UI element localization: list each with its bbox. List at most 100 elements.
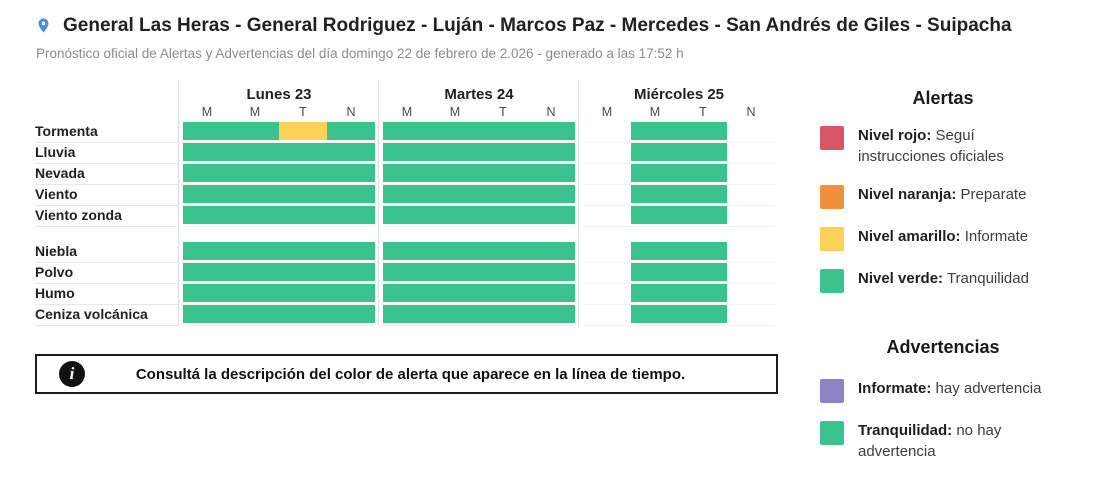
alert-cell-green (679, 206, 727, 224)
alert-cell-green (431, 242, 479, 260)
group-spacer (583, 227, 775, 242)
page-subtitle: Pronóstico oficial de Alertas y Adverten… (36, 46, 684, 61)
alert-cell-empty (727, 143, 775, 161)
alert-cell-green (231, 143, 279, 161)
alert-cell-yellow (279, 122, 327, 140)
info-box: i Consultá la descripción del color de a… (35, 354, 778, 394)
green-warning-swatch (820, 421, 844, 445)
alert-cell-green (383, 242, 431, 260)
forecast-row (583, 143, 775, 164)
alert-cell-green (231, 242, 279, 260)
alert-cell-green (231, 122, 279, 140)
alert-cell-green (527, 242, 575, 260)
info-icon: i (59, 361, 85, 387)
period-label: M (401, 105, 413, 119)
alert-cell-green (679, 122, 727, 140)
alert-cell-green (631, 143, 679, 161)
alert-cell-green (279, 143, 327, 161)
forecast-row (583, 122, 775, 143)
period-label: M (601, 105, 613, 119)
row-label: Tormenta (35, 122, 178, 143)
alert-cell-green (279, 164, 327, 182)
row-label: Polvo (35, 263, 178, 284)
alert-cell-green (431, 143, 479, 161)
alert-cell-green (431, 206, 479, 224)
forecast-row (183, 263, 375, 284)
alert-cell-green (383, 164, 431, 182)
day-title: Miércoles 25 (633, 86, 725, 103)
legend-item-name: Nivel rojo: (858, 127, 932, 144)
alert-cell-green (679, 284, 727, 302)
alert-cell-empty (727, 164, 775, 182)
day-block: Miércoles 25 M M T N (578, 83, 778, 326)
alert-cell-green (383, 305, 431, 323)
forecast-row (183, 206, 375, 227)
alert-cell-green (383, 284, 431, 302)
alerts-legend-title: Alertas (912, 88, 974, 108)
forecast-row (383, 122, 575, 143)
alert-cell-green (679, 164, 727, 182)
row-label: Lluvia (35, 143, 178, 164)
orange-level-swatch (820, 185, 844, 209)
forecast-row (583, 305, 775, 326)
day-title: Martes 24 (444, 86, 514, 103)
legend-item-desc: Informate (960, 228, 1029, 245)
legend-item-name: Informate: (858, 380, 932, 397)
legend-item-desc: Seguí instrucciones oficiales (858, 127, 1004, 165)
alert-cell-green (231, 263, 279, 281)
row-label: Viento (35, 185, 178, 206)
timeline-label-column: Tormenta Lluvia Nevada Viento Viento zonda Ni… (35, 83, 178, 326)
forecast-row (183, 284, 375, 305)
alert-cell-empty (727, 263, 775, 281)
period-label: N (346, 105, 356, 119)
forecast-row (183, 242, 375, 263)
period-label: M (649, 105, 661, 119)
alert-cell-green (431, 305, 479, 323)
alert-cell-green (327, 122, 375, 140)
alert-cell-green (527, 164, 575, 182)
alert-cell-green (231, 206, 279, 224)
forecast-row (383, 263, 575, 284)
legend-item-desc: hay advertencia (931, 380, 1042, 397)
timeline-day-columns: Lunes 23 M M T N Martes 24 M M T N Miércoles 25 M M T… (178, 83, 778, 326)
alert-cell-green (383, 263, 431, 281)
legend-item-nivel-naranja: Nivel naranja: Preparate (820, 184, 1066, 209)
row-label: Humo (35, 284, 178, 305)
alert-cell-green (631, 122, 679, 140)
group-spacer (183, 227, 375, 242)
legend-item-name: Nivel verde: (858, 270, 944, 287)
alert-cell-green (183, 305, 231, 323)
row-label: Viento zonda (35, 206, 178, 227)
alert-cell-green (479, 242, 527, 260)
advertencias-legend-title: Advertencias (886, 337, 1000, 357)
legend-item-desc: Preparate (956, 186, 1027, 203)
forecast-row (383, 164, 575, 185)
alerts-timeline-grid: Tormenta Lluvia Nevada Viento Viento zonda Ni… (35, 83, 778, 326)
alert-cell-green (679, 305, 727, 323)
alert-cell-green (183, 122, 231, 140)
alert-cell-green (527, 305, 575, 323)
alert-cell-green (183, 242, 231, 260)
period-label: M (449, 105, 461, 119)
alert-cell-green (479, 143, 527, 161)
alert-cell-green (231, 305, 279, 323)
alert-cell-empty (583, 305, 631, 323)
alert-cell-green (383, 143, 431, 161)
legend-item-informate: Informate: hay advertencia (820, 378, 1066, 403)
alert-cell-green (431, 185, 479, 203)
alert-cell-empty (727, 206, 775, 224)
legend-item-tranquilidad: Tranquilidad: no hay advertencia (820, 420, 1066, 462)
forecast-row (583, 242, 775, 263)
forecast-row (183, 164, 375, 185)
forecast-row (183, 305, 375, 326)
period-label: T (499, 105, 507, 119)
alert-cell-green (183, 143, 231, 161)
forecast-row (383, 284, 575, 305)
row-label: Nevada (35, 164, 178, 185)
alert-cell-green (327, 185, 375, 203)
alert-cell-green (327, 242, 375, 260)
alert-cell-green (631, 263, 679, 281)
alert-cell-green (383, 206, 431, 224)
